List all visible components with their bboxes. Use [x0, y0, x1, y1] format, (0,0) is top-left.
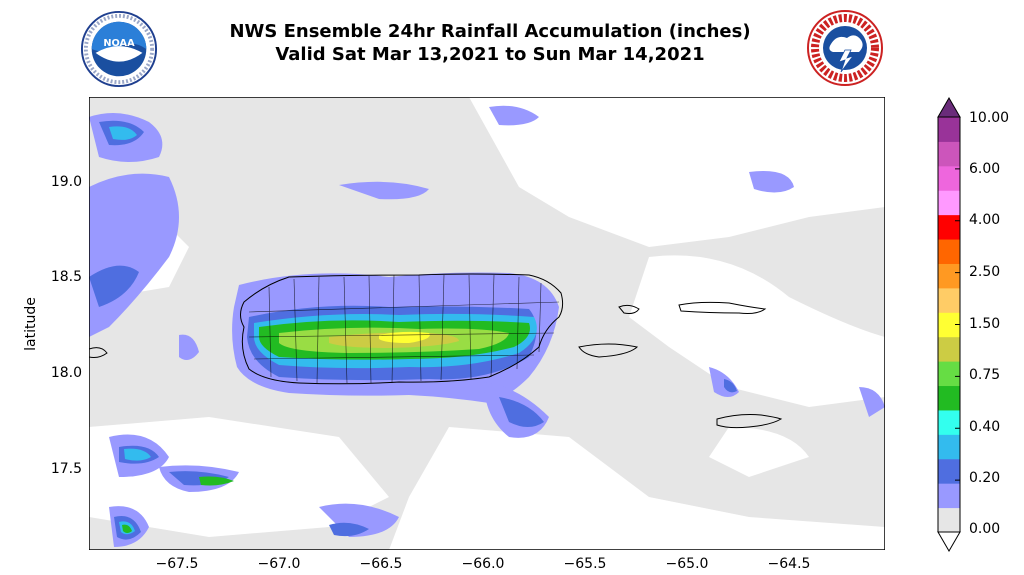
y-tick-label: 17.5: [50, 461, 82, 477]
colorbar-label: 0.00: [969, 521, 1001, 537]
colorbar-segment: [938, 117, 960, 142]
colorbar-segment: [938, 263, 960, 289]
st-thomas-outline: [678, 301, 767, 314]
noaa-logo-icon: NOAA: [80, 10, 158, 88]
x-tick-label: −65.0: [665, 556, 709, 572]
x-tick-label: −66.5: [359, 556, 403, 572]
colorbar-segment: [938, 190, 960, 216]
y-tick-label: 18.5: [50, 269, 82, 285]
colorbar-label: 0.75: [969, 367, 1001, 383]
colorbar-segment: [938, 434, 960, 460]
colorbar-label: 1.50: [969, 316, 1001, 332]
colorbar-label: 10.00: [969, 110, 1010, 126]
colorbar-label: 2.50: [969, 264, 1001, 280]
colorbar-segment: [938, 361, 960, 387]
colorbar-segment: [938, 239, 960, 264]
mona-outline: [89, 347, 108, 358]
title-line-2: Valid Sat Mar 13,2021 to Sun Mar 14,2021: [275, 44, 705, 65]
colorbar-segment: [938, 165, 960, 191]
colorbar-segment: [938, 312, 960, 338]
colorbar-segment: [938, 287, 960, 313]
colorbar-segment: [938, 458, 960, 484]
colorbar-segment: [938, 507, 960, 533]
rainfall-map: [89, 97, 885, 550]
colorbar-segment: [938, 214, 960, 240]
colorbar-label: 4.00: [969, 212, 1001, 228]
colorbar-label: 0.20: [969, 470, 1001, 486]
y-tick-label: 19.0: [50, 174, 82, 190]
national-weather-service-logo-icon: [807, 10, 883, 86]
x-tick-label: −67.0: [257, 556, 301, 572]
svg-text:NOAA: NOAA: [103, 38, 135, 49]
colorbar-ticks: [955, 116, 960, 533]
municipality-lines: [248, 274, 560, 384]
y-axis-label: latitude: [22, 297, 39, 351]
vieques-outline: [578, 343, 639, 358]
title-line-1: NWS Ensemble 24hr Rainfall Accumulation …: [229, 21, 751, 42]
culebra-outline: [618, 304, 640, 314]
colorbar-segments: [937, 97, 961, 552]
x-tick-label: −64.5: [767, 556, 811, 572]
x-tick-label: −65.5: [563, 556, 607, 572]
colorbar-extend-min: [937, 531, 961, 552]
colorbar-extend-max: [937, 97, 961, 118]
x-tick-label: −66.0: [461, 556, 505, 572]
x-tick-label: −67.5: [155, 556, 199, 572]
colorbar-segment: [938, 336, 960, 362]
colorbar-label: 6.00: [969, 161, 1001, 177]
colorbar-segment: [938, 385, 960, 411]
y-tick-label: 18.0: [50, 365, 82, 381]
chart-title: NWS Ensemble 24hr Rainfall Accumulation …: [180, 20, 800, 66]
colorbar: [937, 97, 961, 552]
colorbar-label: 0.40: [969, 419, 1001, 435]
colorbar-segment: [938, 483, 960, 509]
colorbar-segment: [938, 141, 960, 167]
st-croix-outline: [716, 414, 783, 429]
colorbar-segment: [938, 409, 960, 435]
